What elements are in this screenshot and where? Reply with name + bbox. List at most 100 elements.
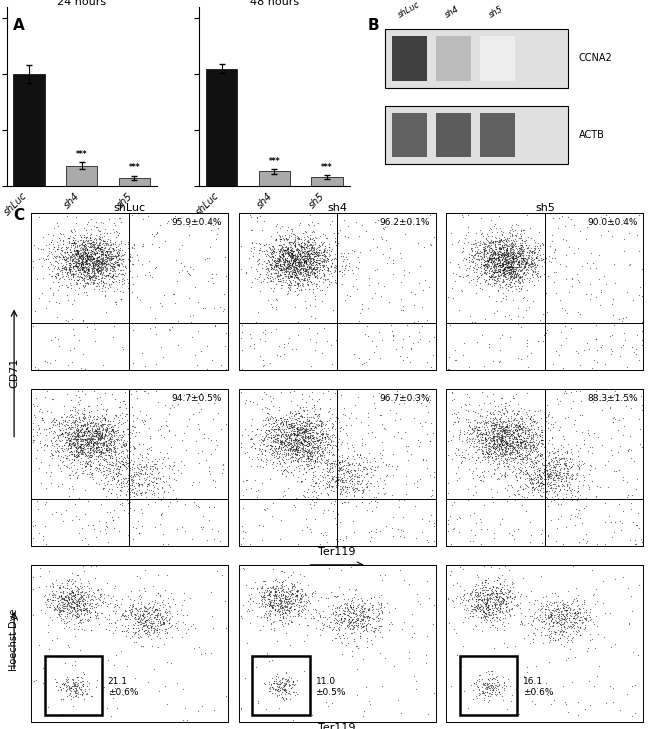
Point — [306, 416, 316, 428]
Point — [517, 237, 527, 249]
Point — [283, 255, 294, 267]
Point — [89, 265, 99, 277]
Point — [305, 449, 315, 461]
Point — [73, 588, 83, 599]
Point — [277, 592, 287, 604]
Point — [380, 569, 390, 580]
Point — [304, 244, 315, 256]
Point — [101, 249, 111, 260]
Point — [79, 587, 90, 599]
Point — [99, 466, 109, 477]
Point — [542, 601, 552, 613]
Point — [320, 428, 331, 440]
Point — [157, 599, 168, 610]
Point — [281, 266, 292, 278]
Point — [519, 254, 530, 265]
Point — [327, 697, 337, 709]
Point — [246, 418, 256, 430]
Point — [484, 677, 495, 689]
Point — [271, 437, 281, 448]
Point — [466, 242, 476, 254]
Point — [88, 235, 98, 247]
Point — [305, 446, 315, 458]
Point — [492, 588, 502, 599]
Point — [500, 273, 511, 285]
Point — [322, 264, 332, 276]
Point — [291, 589, 301, 601]
Point — [102, 269, 112, 281]
Point — [73, 245, 84, 257]
Point — [96, 266, 107, 278]
Point — [381, 469, 391, 481]
Point — [72, 278, 83, 289]
Point — [291, 429, 302, 440]
Point — [244, 328, 255, 340]
Point — [478, 612, 489, 623]
Point — [243, 603, 254, 615]
Point — [264, 600, 274, 612]
Point — [509, 592, 519, 604]
Point — [62, 608, 72, 620]
Point — [122, 273, 132, 285]
Point — [96, 448, 107, 459]
Point — [299, 448, 309, 460]
Point — [115, 212, 125, 224]
Point — [483, 258, 493, 270]
Point — [261, 238, 271, 249]
Point — [522, 467, 532, 479]
Point — [118, 249, 128, 261]
Point — [84, 447, 94, 459]
Point — [82, 268, 92, 280]
Point — [55, 589, 66, 601]
Point — [123, 611, 133, 623]
Point — [281, 417, 291, 429]
Point — [68, 426, 79, 438]
Point — [77, 263, 87, 275]
Point — [103, 251, 114, 262]
Point — [46, 434, 57, 445]
Point — [73, 588, 83, 600]
Point — [279, 258, 289, 270]
Point — [335, 517, 345, 529]
Point — [82, 258, 92, 270]
Point — [266, 250, 277, 262]
Point — [84, 257, 94, 269]
Point — [582, 424, 593, 436]
Point — [566, 386, 576, 398]
Point — [69, 249, 79, 261]
Point — [486, 617, 496, 628]
Point — [123, 474, 133, 486]
Point — [393, 501, 404, 512]
Point — [268, 593, 279, 605]
Point — [96, 262, 106, 273]
Point — [85, 464, 96, 475]
Point — [304, 244, 314, 256]
Point — [304, 252, 315, 263]
Point — [499, 249, 509, 260]
Point — [261, 586, 272, 598]
Point — [573, 492, 583, 504]
Point — [376, 589, 387, 601]
Point — [498, 258, 508, 270]
Point — [491, 599, 502, 610]
Point — [114, 213, 124, 225]
Point — [283, 270, 293, 282]
Point — [296, 410, 307, 422]
Point — [269, 583, 280, 595]
Point — [495, 246, 506, 257]
Point — [276, 428, 287, 440]
Point — [145, 601, 155, 613]
Point — [61, 411, 72, 423]
Point — [168, 473, 179, 485]
Point — [500, 262, 510, 273]
Point — [315, 456, 326, 467]
Point — [524, 429, 534, 441]
Point — [98, 432, 108, 444]
Point — [159, 639, 169, 650]
Point — [322, 489, 333, 501]
Point — [483, 673, 493, 685]
Point — [426, 418, 436, 429]
Point — [346, 464, 356, 476]
Point — [85, 612, 96, 623]
Point — [105, 418, 115, 430]
